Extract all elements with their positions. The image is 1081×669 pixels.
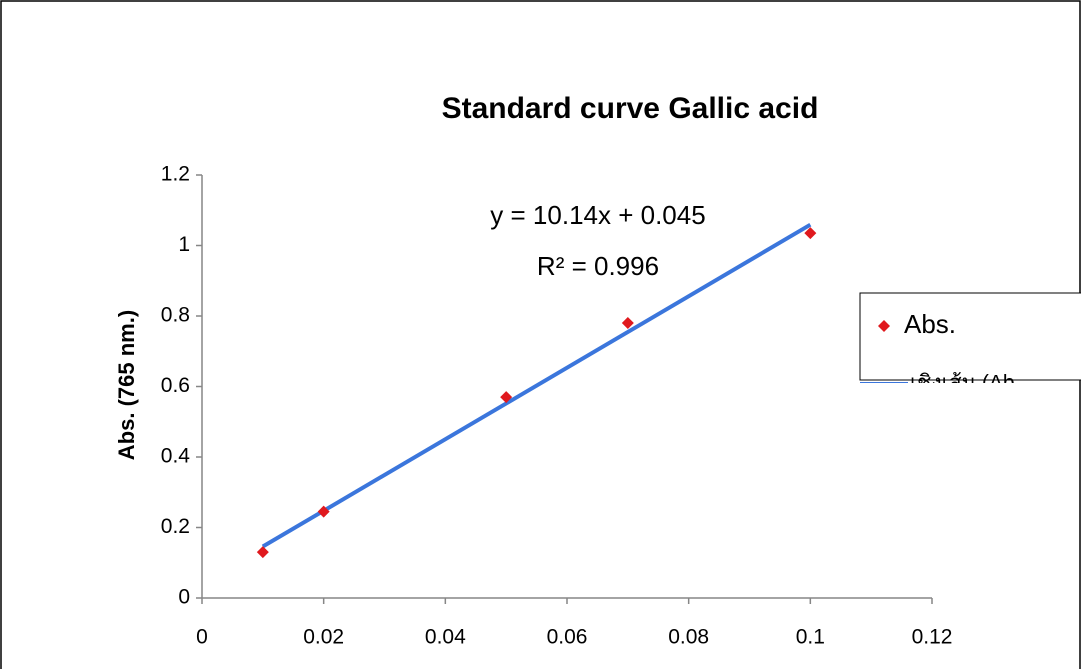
y-tick-label: 0.8 bbox=[161, 304, 190, 327]
y-tick-label: 1 bbox=[178, 233, 190, 256]
y-tick-label: 0.4 bbox=[161, 445, 191, 468]
y-tick-label: 1.2 bbox=[161, 163, 190, 186]
chart-title: Standard curve Gallic acid bbox=[442, 92, 819, 125]
x-tick-label: 0.02 bbox=[303, 626, 344, 649]
legend-label: เชิงเส้น (Ab bbox=[910, 372, 1015, 395]
r-squared: R² = 0.996 bbox=[537, 251, 659, 281]
x-tick-label: 0.08 bbox=[668, 626, 709, 649]
x-tick-label: 0.1 bbox=[796, 626, 825, 649]
legend-box bbox=[860, 293, 1081, 380]
y-tick-label: 0 bbox=[178, 586, 190, 609]
x-tick-label: 0.06 bbox=[547, 626, 588, 649]
x-tick-label: 0 bbox=[196, 626, 208, 649]
legend-label: Abs. bbox=[904, 309, 956, 339]
x-tick-label: 0.12 bbox=[912, 626, 953, 649]
data-point bbox=[257, 546, 269, 558]
y-tick-label: 0.6 bbox=[161, 374, 190, 397]
x-tick-label: 0.04 bbox=[425, 626, 466, 649]
chart: Standard curve Gallic acid Abs. (765 nm.… bbox=[0, 0, 1081, 669]
y-tick-label: 0.2 bbox=[161, 515, 190, 538]
y-axis-title: Abs. (765 nm.) bbox=[114, 310, 139, 460]
equation: y = 10.14x + 0.045 bbox=[490, 200, 705, 230]
